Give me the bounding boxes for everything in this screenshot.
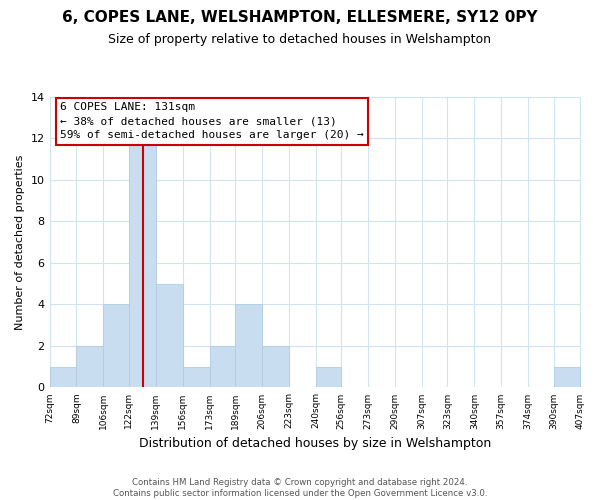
Bar (182, 366, 209, 388)
X-axis label: Distribution of detached houses by size in Welshampton: Distribution of detached houses by size … (139, 437, 491, 450)
Text: Size of property relative to detached houses in Welshampton: Size of property relative to detached ho… (109, 32, 491, 46)
Bar (129, 138, 156, 388)
Bar (316, 366, 341, 388)
Bar (554, 366, 580, 388)
Bar (103, 304, 129, 388)
Bar (76, 346, 103, 388)
Y-axis label: Number of detached properties: Number of detached properties (15, 154, 25, 330)
Bar (235, 304, 262, 388)
Bar (209, 346, 235, 388)
Bar (156, 284, 182, 388)
Bar (262, 346, 289, 388)
Bar (50, 366, 76, 388)
Text: 6 COPES LANE: 131sqm
← 38% of detached houses are smaller (13)
59% of semi-detac: 6 COPES LANE: 131sqm ← 38% of detached h… (60, 102, 364, 141)
Text: Contains HM Land Registry data © Crown copyright and database right 2024.
Contai: Contains HM Land Registry data © Crown c… (113, 478, 487, 498)
Text: 6, COPES LANE, WELSHAMPTON, ELLESMERE, SY12 0PY: 6, COPES LANE, WELSHAMPTON, ELLESMERE, S… (62, 10, 538, 25)
